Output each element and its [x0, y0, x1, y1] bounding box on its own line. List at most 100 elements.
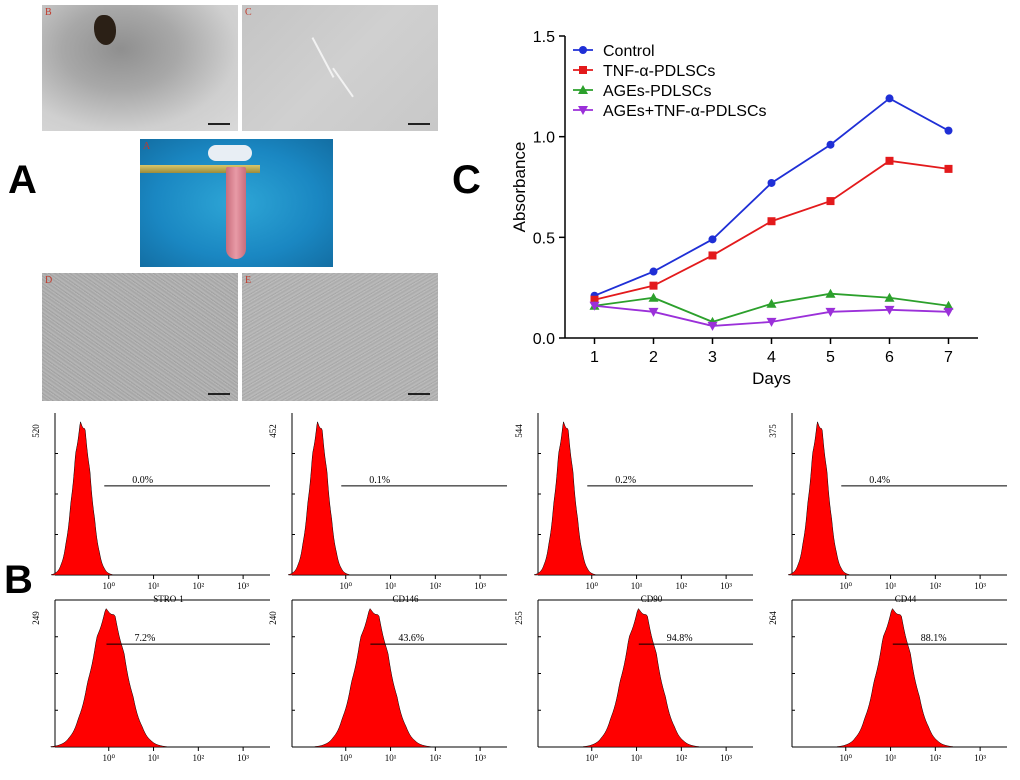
- histogram-x-tick-label: 10⁰: [102, 753, 115, 763]
- y-tick-label: 0.0: [533, 331, 555, 348]
- legend-label: AGEs+TNF-α-PDLSCs: [603, 103, 767, 120]
- legend-label: AGEs-PDLSCs: [603, 83, 711, 100]
- data-point: [708, 235, 717, 244]
- legend-label: Control: [603, 43, 655, 60]
- x-tick-label: 2: [649, 349, 658, 366]
- histogram-ymax-label: 544: [514, 424, 524, 438]
- histogram-distribution: [314, 608, 431, 748]
- marker-label: CD146: [392, 594, 419, 604]
- histogram-x-tick-label: 10¹: [885, 753, 897, 763]
- histogram-x-tick-label: 10¹: [631, 581, 643, 591]
- data-point: [648, 292, 659, 302]
- histogram-x-tick-label: 10²: [192, 753, 204, 763]
- panel-label-a: A: [8, 158, 37, 202]
- legend-marker: [578, 85, 588, 94]
- gate-percentage-label: 94.8%: [667, 633, 693, 644]
- data-point: [708, 251, 717, 260]
- scale-bar: [208, 393, 230, 395]
- legend-marker: [578, 106, 588, 115]
- scale-bar: [408, 123, 430, 125]
- histogram-ymax-label: 240: [268, 611, 278, 625]
- y-axis-title: Absorbance: [510, 142, 529, 233]
- histogram-distribution: [788, 420, 850, 576]
- histogram-x-tick-label: 10⁰: [102, 581, 115, 591]
- histogram-distribution: [582, 608, 700, 748]
- series-4: [589, 301, 954, 331]
- flow-histogram-top-4: 375 10⁰ 10¹ 10² 10³ 0.4% CD44: [768, 413, 1007, 604]
- histogram-x-tick-label: 10¹: [385, 753, 397, 763]
- marker-label: STRO-1: [153, 594, 184, 604]
- micrograph-top-left: B: [42, 5, 238, 131]
- histogram-distribution: [51, 420, 113, 576]
- x-tick-label: 1: [590, 349, 599, 366]
- histogram-distribution: [534, 420, 596, 576]
- data-point: [767, 178, 776, 187]
- x-tick-label: 4: [767, 349, 776, 366]
- x-tick-label: 3: [708, 349, 717, 366]
- legend-item: AGEs+TNF-α-PDLSCs: [573, 103, 767, 120]
- histogram-x-tick-label: 10³: [974, 753, 986, 763]
- series-1: [590, 94, 953, 300]
- legend-marker: [579, 66, 587, 74]
- tube-body: [226, 167, 246, 259]
- histogram-x-tick-label: 10³: [974, 581, 986, 591]
- x-axis-title: Days: [752, 369, 791, 388]
- histogram-x-tick-label: 10⁰: [585, 581, 598, 591]
- histogram-x-tick-label: 10³: [720, 581, 732, 591]
- y-tick-label: 1.0: [533, 130, 555, 147]
- data-point: [944, 126, 953, 135]
- micrograph-label: A: [143, 141, 151, 152]
- micrograph-bottom-left: D: [42, 273, 238, 401]
- histogram-ymax-label: 375: [768, 424, 778, 438]
- flow-histogram-bottom-3: 255 10⁰ 10¹ 10² 10³ 94.8%: [514, 599, 753, 763]
- histogram-ymax-label: 264: [768, 611, 778, 625]
- flow-histogram-bottom-4: 264 10⁰ 10¹ 10² 10³ 88.1%: [768, 599, 1007, 763]
- histogram-x-tick-label: 10³: [237, 581, 249, 591]
- histogram-ymax-label: 255: [514, 611, 524, 625]
- histogram-ymax-label: 452: [268, 424, 278, 438]
- micrograph-label: D: [45, 275, 53, 286]
- data-point: [590, 295, 599, 304]
- histogram-x-tick-label: 10²: [675, 581, 687, 591]
- histogram-distribution: [836, 608, 954, 748]
- data-point: [826, 197, 835, 206]
- cell-fiber: [332, 67, 354, 98]
- flow-histogram-top-3: 544 10⁰ 10¹ 10² 10³ 0.2% CD90: [514, 413, 753, 604]
- histogram-x-tick-label: 10⁰: [839, 581, 852, 591]
- histogram-x-tick-label: 10²: [429, 581, 441, 591]
- histogram-distribution: [288, 420, 350, 576]
- data-point: [944, 164, 953, 173]
- cell-fiber: [311, 37, 335, 78]
- histogram-x-tick-label: 10⁰: [339, 753, 352, 763]
- data-point: [766, 298, 777, 308]
- data-point: [825, 307, 836, 317]
- flow-histogram-bottom-2: 240 10⁰ 10¹ 10² 10³ 43.6%: [268, 599, 507, 763]
- micrograph-label: E: [245, 275, 252, 286]
- tube-cap: [208, 145, 252, 161]
- legend-item: AGEs-PDLSCs: [573, 83, 711, 100]
- data-point: [589, 301, 600, 311]
- series-2: [590, 156, 953, 304]
- data-point: [707, 321, 718, 331]
- histogram-x-tick-label: 10³: [237, 753, 249, 763]
- gate-percentage-label: 43.6%: [398, 633, 424, 644]
- gate-percentage-label: 88.1%: [921, 633, 947, 644]
- histogram-x-tick-label: 10³: [474, 581, 486, 591]
- panel-label-c: C: [452, 158, 481, 202]
- legend-item: TNF-α-PDLSCs: [573, 63, 715, 80]
- data-point: [943, 300, 954, 310]
- marker-label: CD90: [641, 594, 663, 604]
- data-point: [943, 307, 954, 317]
- histogram-x-tick-label: 10²: [429, 753, 441, 763]
- scale-bar: [208, 123, 230, 125]
- histogram-x-tick-label: 10¹: [148, 753, 160, 763]
- histogram-x-tick-label: 10²: [192, 581, 204, 591]
- gate-percentage-label: 0.1%: [369, 475, 390, 486]
- absorbance-line-chart: 0.0 0.5 1.0 1.5 1 2 3 4 5 6 7 Days Absorbance Control…: [510, 29, 978, 388]
- histogram-x-tick-label: 10⁰: [339, 581, 352, 591]
- histogram-x-tick-label: 10²: [929, 581, 941, 591]
- data-point: [826, 140, 835, 149]
- histogram-x-tick-label: 10²: [929, 753, 941, 763]
- micrograph-label: B: [45, 7, 52, 18]
- histogram-x-tick-label: 10¹: [631, 753, 643, 763]
